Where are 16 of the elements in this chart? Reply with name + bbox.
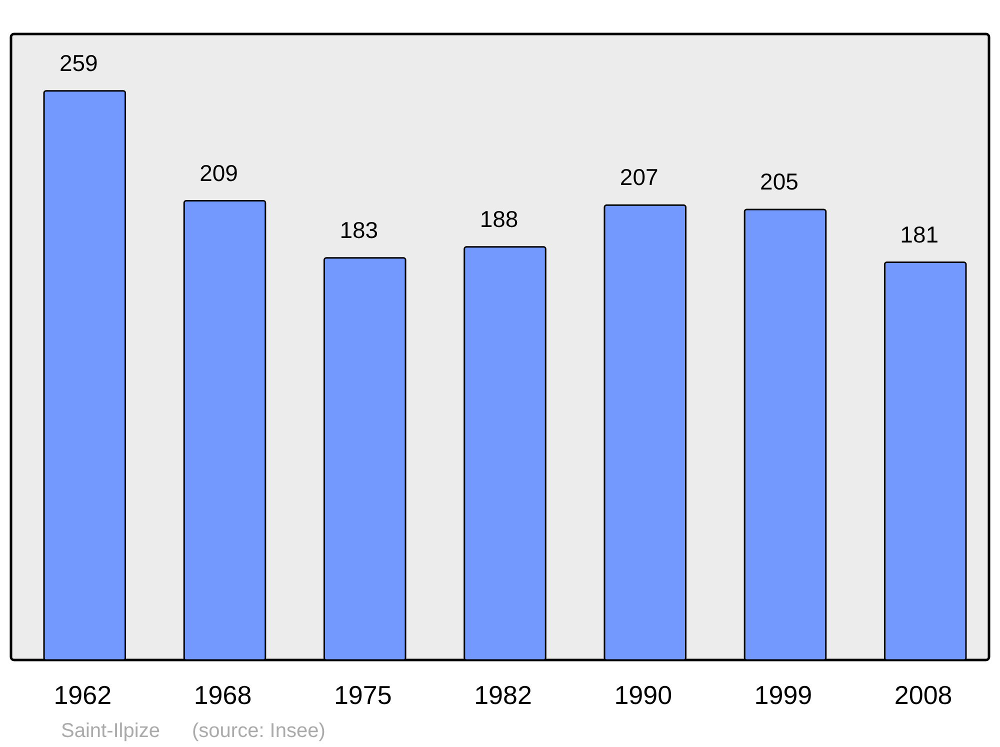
x-tick-label: 1975	[334, 680, 392, 710]
x-tick-label: 1982	[474, 680, 532, 710]
data-label: 181	[900, 221, 939, 248]
data-label: 209	[200, 160, 238, 186]
x-tick-label: 1968	[194, 680, 252, 710]
text: (source: Insee)	[192, 720, 326, 742]
data-label: 188	[480, 206, 518, 232]
data-label: 205	[760, 168, 798, 195]
x-tick-label: 1990	[614, 680, 672, 710]
data-label: 259	[59, 50, 98, 76]
x-tick-label: 1999	[754, 680, 812, 710]
text: Saint-Ilpize	[61, 720, 160, 742]
data-label: 207	[620, 164, 658, 190]
data-label: 183	[340, 216, 378, 243]
x-tick-label: 2008	[894, 680, 952, 710]
x-tick-label: 1962	[54, 680, 112, 710]
